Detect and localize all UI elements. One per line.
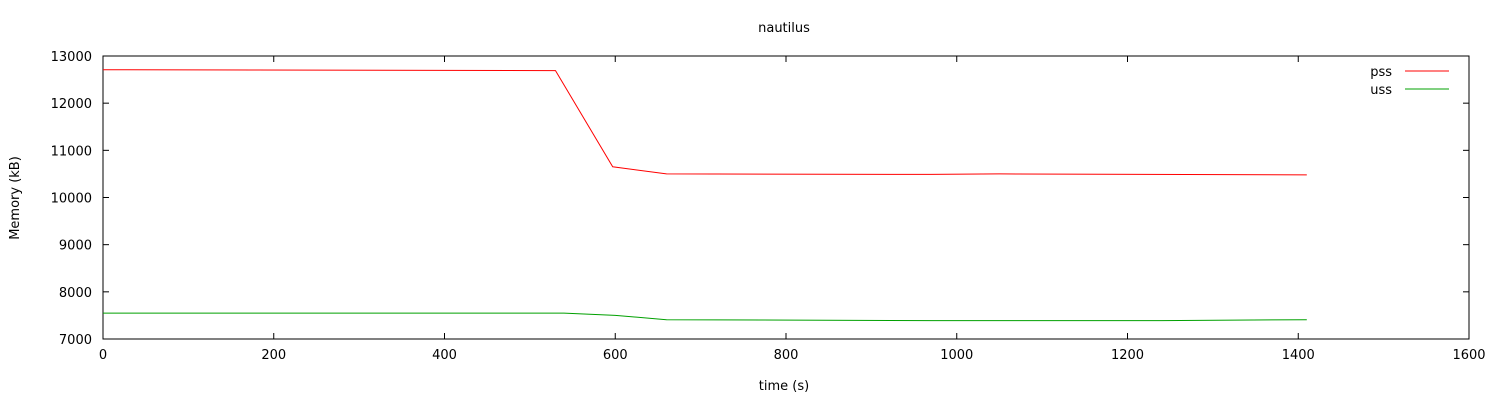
x-tick-label: 200 (261, 348, 286, 363)
x-tick-label: 1200 (1111, 348, 1144, 363)
x-axis: 0 200 400 600 800 1000 1200 1400 1600 (99, 56, 1486, 363)
x-tick-label: 0 (99, 348, 107, 363)
series-line-uss (103, 312, 1307, 322)
x-tick-label: 1600 (1452, 348, 1485, 363)
x-tick-label: 800 (774, 348, 799, 363)
x-tick-label: 1400 (1282, 348, 1315, 363)
y-tick-label: 11000 (51, 144, 92, 159)
x-tick-label: 1000 (940, 348, 973, 363)
y-axis-label: Memory (kB) (8, 156, 23, 240)
y-tick-label: 13000 (51, 50, 92, 65)
series-lines (102, 69, 1307, 322)
series-line-pss (102, 69, 1307, 176)
chart-title: nautilus (758, 21, 810, 36)
plot-area (102, 55, 1470, 340)
x-tick-label: 400 (432, 348, 457, 363)
y-tick-label: 12000 (51, 97, 92, 112)
legend-label-uss: uss (1370, 83, 1392, 98)
y-tick-label: 7000 (59, 333, 92, 348)
x-axis-label: time (s) (759, 379, 809, 394)
y-tick-label: 10000 (51, 192, 92, 207)
legend-label-pss: pss (1370, 65, 1392, 80)
legend: pss uss (1370, 65, 1449, 98)
y-axis: 7000 8000 9000 10000 11000 12000 13000 (51, 50, 1469, 348)
y-tick-label: 8000 (59, 286, 92, 301)
y-tick-label: 9000 (59, 239, 92, 254)
x-tick-label: 600 (603, 348, 628, 363)
